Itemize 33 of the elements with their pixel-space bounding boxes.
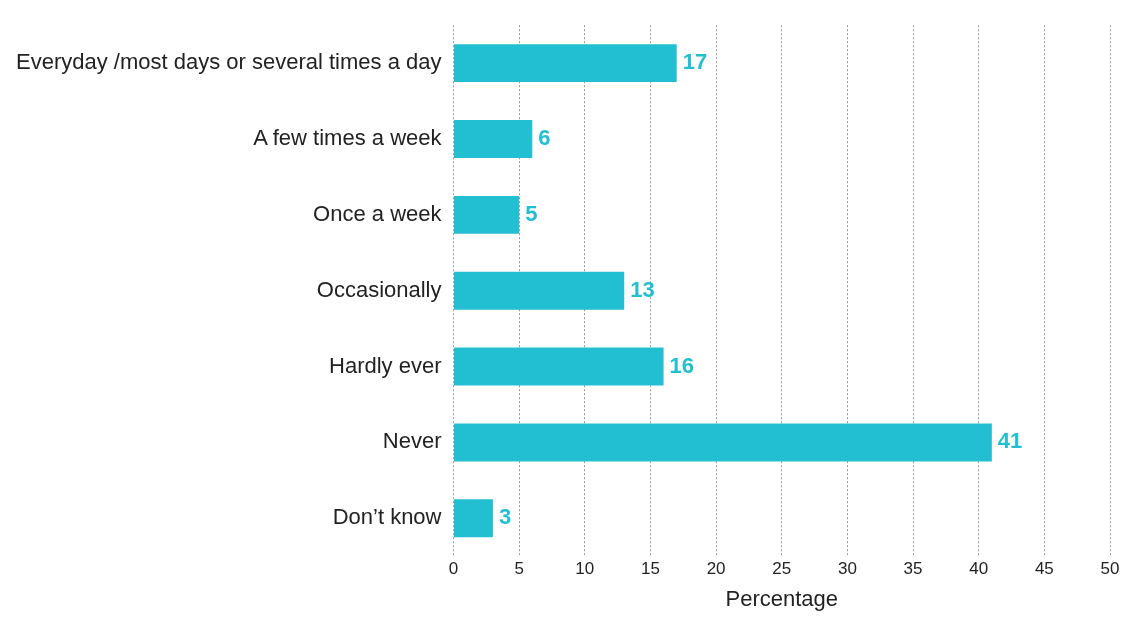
data-label: 6 bbox=[538, 125, 551, 151]
x-tick-label: 20 bbox=[706, 559, 726, 579]
bar bbox=[454, 195, 520, 234]
x-tick-label: 40 bbox=[969, 559, 989, 579]
data-label: 13 bbox=[630, 276, 655, 302]
bar bbox=[454, 423, 992, 462]
bar bbox=[454, 44, 677, 83]
y-tick-label: Never bbox=[382, 428, 442, 454]
y-tick-label: Once a week bbox=[313, 200, 443, 226]
x-tick-label: 10 bbox=[575, 559, 595, 579]
y-tick-label: A few times a week bbox=[253, 125, 443, 151]
bar bbox=[454, 347, 664, 386]
y-tick-label: Everyday /most days or several times a day bbox=[16, 49, 442, 75]
data-label: 3 bbox=[498, 504, 512, 530]
x-tick-label: 25 bbox=[772, 559, 792, 579]
data-label: 16 bbox=[669, 352, 695, 378]
data-label: 5 bbox=[525, 200, 538, 226]
x-tick-label: 45 bbox=[1034, 559, 1054, 579]
data-label: 17 bbox=[682, 49, 708, 75]
x-tick-label: 15 bbox=[640, 559, 660, 579]
x-tick-label: 0 bbox=[448, 559, 459, 579]
bar bbox=[454, 120, 533, 158]
x-tick-label: 35 bbox=[903, 559, 923, 579]
data-label: 41 bbox=[997, 428, 1023, 454]
x-tick-label: 30 bbox=[837, 559, 857, 579]
x-tick-label: 5 bbox=[514, 559, 524, 579]
y-tick-label: Occasionally bbox=[316, 276, 442, 302]
y-tick-label: Don’t know bbox=[332, 504, 442, 530]
y-tick-label: Hardly ever bbox=[329, 352, 442, 378]
bar bbox=[454, 499, 493, 538]
x-axis-title: Percentage bbox=[725, 585, 839, 611]
bar bbox=[454, 271, 625, 310]
x-tick-label: 50 bbox=[1100, 559, 1120, 579]
